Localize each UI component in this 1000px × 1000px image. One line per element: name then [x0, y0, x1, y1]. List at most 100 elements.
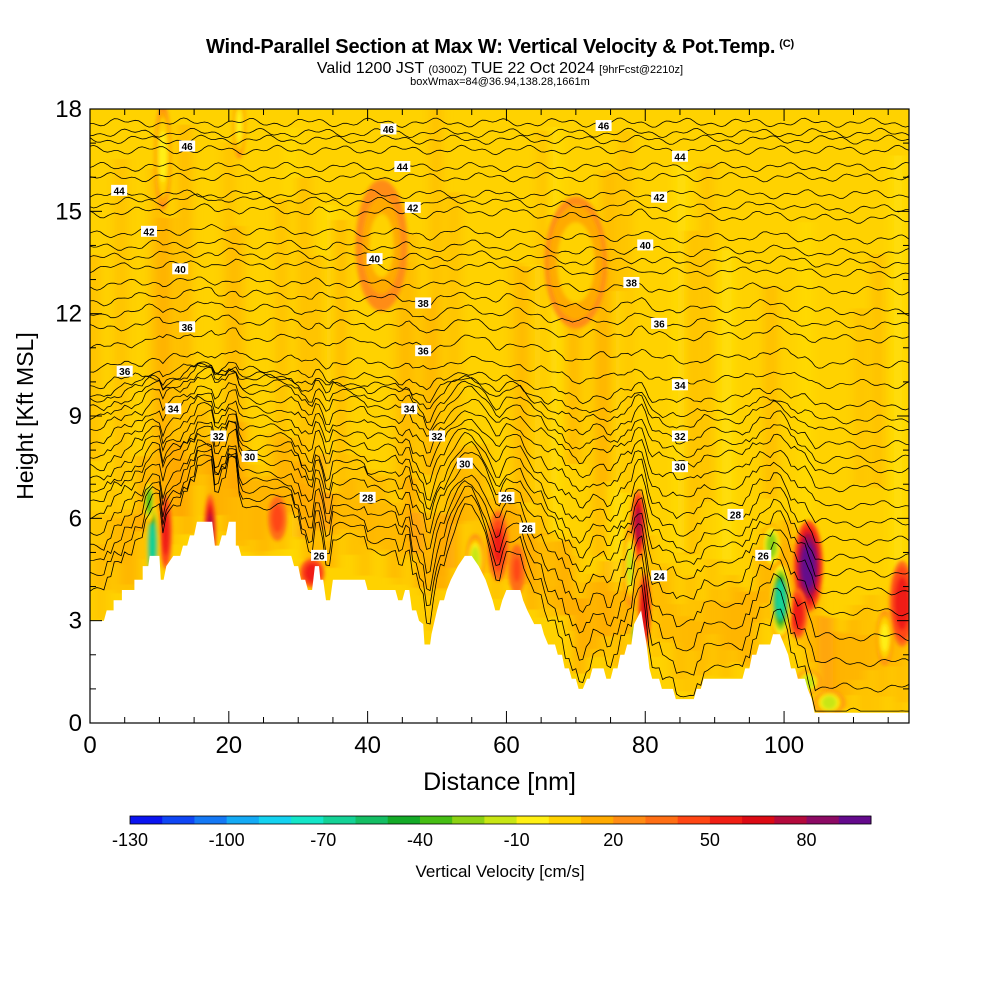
- field-stripe: [766, 285, 775, 499]
- field-low-band: [693, 621, 702, 697]
- y-tick-label: 3: [69, 608, 82, 635]
- contour-label-text: 24: [654, 572, 666, 583]
- field-low-band: [395, 509, 404, 585]
- contour-label-text: 34: [168, 405, 180, 416]
- velocity-patch: [158, 130, 167, 183]
- colorbar-swatch: [806, 816, 840, 824]
- theta-contour-line: [90, 189, 909, 200]
- contour-label-text: 44: [397, 162, 409, 173]
- field-low-band: [312, 489, 320, 565]
- contour-label: 36: [116, 365, 133, 378]
- contour-label: 30: [671, 461, 688, 474]
- field-low-band: [96, 544, 105, 620]
- contour-label: 30: [241, 450, 258, 463]
- contour-label-bg: [111, 184, 128, 196]
- contour-label-text: 40: [369, 255, 381, 266]
- field-low-band: [103, 514, 112, 590]
- colorbar: -130 -100 -70 -40 -10 20 50 80: [112, 815, 872, 850]
- field-stripe: [180, 124, 190, 517]
- contour-label-text: 26: [522, 524, 534, 535]
- field-stripe: [541, 130, 548, 536]
- field-low-band: [728, 574, 737, 651]
- field-stripe: [703, 163, 711, 502]
- field-low-band: [263, 476, 272, 552]
- contour-label-bg: [210, 430, 227, 442]
- theta-contour-line: [90, 366, 909, 450]
- colorbar-tick-label: -100: [209, 830, 245, 850]
- contour-label: 36: [415, 345, 432, 358]
- theta-contour-line: [90, 428, 909, 596]
- field-low-band: [381, 474, 390, 550]
- colorbar-frame: [129, 815, 872, 825]
- field-low-band: [506, 504, 515, 580]
- field-stripe: [396, 262, 406, 490]
- chart-subtitle: Valid 1200 JST (0300Z) TUE 22 Oct 2024 […: [0, 60, 1000, 78]
- y-tick-label: 9: [69, 403, 82, 430]
- theta-contour-line: [90, 223, 909, 245]
- contour-label-bg: [595, 120, 612, 132]
- field-low-band: [714, 589, 723, 665]
- contour-label-text: 38: [418, 299, 430, 310]
- field-low-band: [180, 459, 188, 535]
- field-stripe: [297, 177, 308, 540]
- theta-contour-line: [90, 127, 909, 139]
- contour-label-bg: [671, 379, 688, 391]
- field-low-band: [443, 515, 452, 591]
- contour-label-text: 36: [119, 367, 131, 378]
- contour-label: 42: [140, 225, 157, 238]
- theta-contour-line: [90, 301, 909, 330]
- contour-label: 44: [671, 150, 688, 163]
- field-low-band: [666, 567, 674, 643]
- contour-labels: 24 26 26 26 26 28 28 30 30 30 32 32 32 34 34 34 36 36 36 36…: [111, 120, 772, 583]
- contour-label: 40: [366, 253, 383, 266]
- velocity-patch: [512, 556, 521, 583]
- downdraft-core: [876, 610, 894, 666]
- theta-contour-line: [90, 443, 909, 642]
- field-stripe: [432, 109, 440, 576]
- field-low-band: [409, 478, 417, 554]
- valid-time: Valid 1200 JST: [316, 60, 424, 77]
- field-stripe: [423, 297, 432, 475]
- field-low-band: [749, 591, 757, 667]
- field-low-band: [124, 509, 133, 585]
- field-stripe: [802, 222, 810, 562]
- colorbar-tick-label: -40: [407, 830, 433, 850]
- field-stripe: [514, 262, 520, 586]
- contour-label-bg: [140, 225, 157, 237]
- valid-date: TUE 22 Oct 2024: [471, 60, 595, 77]
- theta-contour-line: [90, 382, 909, 475]
- updraft-core: [889, 560, 909, 647]
- field-stripe: [405, 233, 416, 542]
- theta-contour-line: [90, 439, 909, 617]
- theta-contour-line: [90, 203, 909, 224]
- field-low-band: [561, 539, 570, 615]
- colorbar-swatch: [419, 816, 453, 824]
- field-stripe: [622, 130, 628, 493]
- colorbar-swatch: [387, 816, 421, 824]
- contour-label-text: 36: [418, 347, 430, 358]
- theta-contour-line: [90, 117, 909, 128]
- field-low-band: [242, 476, 251, 553]
- contour-label-bg: [651, 191, 668, 203]
- theta-contour-line: [90, 172, 909, 183]
- colorbar-swatch: [323, 816, 357, 824]
- contour-label: 34: [671, 379, 688, 392]
- downdraft-core: [232, 109, 246, 159]
- field-low-band: [423, 520, 431, 596]
- contour-label: 44: [111, 184, 128, 197]
- colorbar-swatch: [774, 816, 808, 824]
- theta-contour-line: [90, 371, 909, 464]
- theta-contour-line: [90, 395, 909, 511]
- chart-title: Wind-Parallel Section at Max W: Vertical…: [206, 36, 794, 58]
- field-low-band: [173, 441, 181, 517]
- contour-label: 34: [401, 403, 418, 416]
- colorbar-swatch: [130, 816, 163, 824]
- y-tick-label: 12: [55, 301, 82, 328]
- contour-label: 38: [415, 297, 432, 310]
- theta-contour-line: [90, 389, 909, 493]
- field-stripe: [234, 225, 242, 546]
- colorbar-swatch: [838, 816, 872, 824]
- contour-label-bg: [116, 365, 133, 377]
- contour-label-text: 30: [244, 452, 256, 463]
